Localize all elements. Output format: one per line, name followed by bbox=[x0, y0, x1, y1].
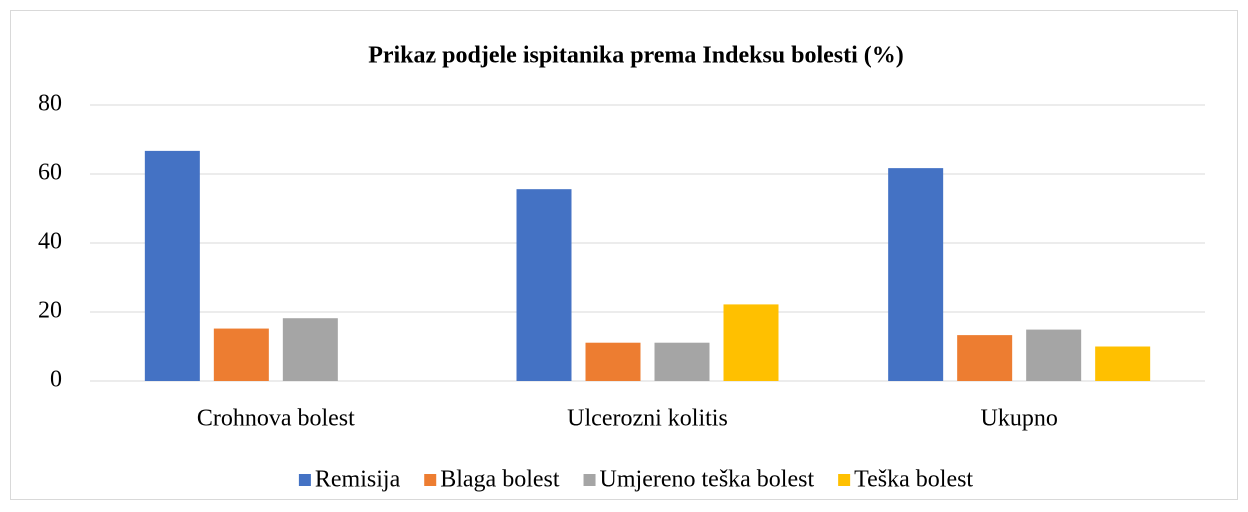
y-tick-label: 20 bbox=[38, 298, 62, 324]
legend-label: Teška bolest bbox=[854, 467, 973, 493]
legend-swatch bbox=[298, 474, 311, 486]
legend-label: Umjereno teška bolest bbox=[600, 467, 815, 493]
legend-label: Blaga bolest bbox=[440, 467, 560, 493]
bar bbox=[282, 318, 338, 381]
bar bbox=[585, 342, 641, 381]
bar bbox=[888, 168, 944, 381]
legend-label: Remisija bbox=[315, 467, 401, 493]
legend-swatch bbox=[583, 474, 596, 486]
bar bbox=[1026, 329, 1082, 381]
chart-frame bbox=[10, 10, 1238, 500]
bar bbox=[144, 150, 200, 381]
x-tick-label: Crohnova bolest bbox=[197, 406, 355, 432]
bar bbox=[654, 342, 710, 381]
y-tick-label: 40 bbox=[38, 229, 62, 255]
chart-title: Prikaz podjele ispitanika prema Indeksu … bbox=[368, 43, 904, 69]
legend-swatch bbox=[838, 474, 851, 486]
y-tick-label: 80 bbox=[38, 91, 62, 117]
bar bbox=[957, 335, 1013, 381]
bar bbox=[723, 304, 779, 381]
y-tick-label: 60 bbox=[38, 160, 62, 186]
x-tick-label: Ukupno bbox=[980, 406, 1057, 432]
y-tick-label: 0 bbox=[50, 367, 62, 393]
bar bbox=[516, 189, 572, 381]
bar bbox=[213, 328, 269, 381]
bar bbox=[1095, 346, 1151, 381]
x-tick-label: Ulcerozni kolitis bbox=[567, 406, 728, 432]
legend-swatch bbox=[424, 474, 437, 486]
